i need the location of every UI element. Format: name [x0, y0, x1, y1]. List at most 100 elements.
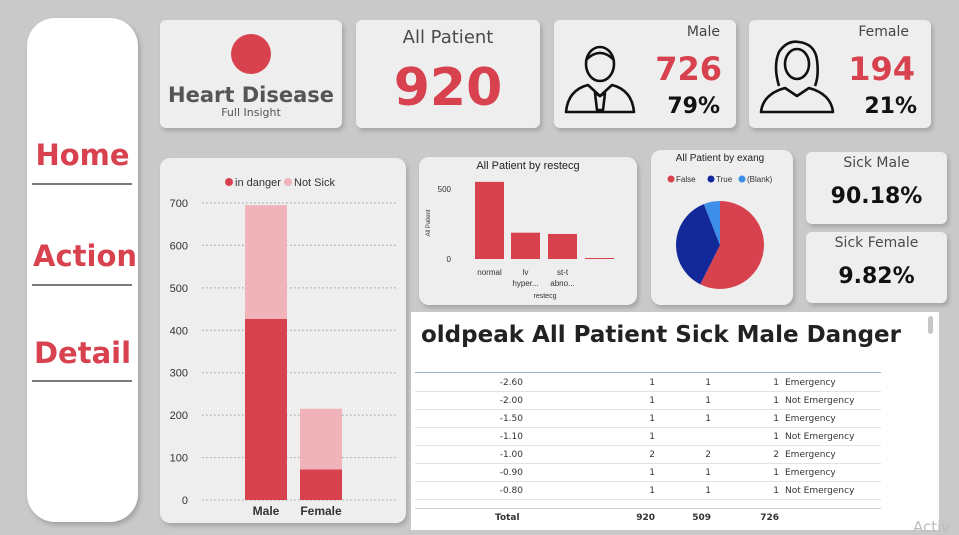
male-count: 726 [655, 50, 722, 88]
female-label: Female [858, 24, 909, 40]
table-row[interactable]: -2.00 1 1 1 Not Emergency [415, 392, 881, 410]
y-tick-label: 100 [170, 453, 188, 465]
table-cell: 1 [649, 432, 655, 442]
table-scrollbar[interactable] [928, 316, 933, 334]
y-tick-label: 500 [438, 185, 452, 194]
table-cell: Emergency [785, 450, 836, 460]
col-header-danger[interactable]: Danger [806, 322, 901, 348]
table-cell: 1 [705, 396, 711, 406]
x-tick-label: st-t [557, 268, 569, 277]
restecg-chart-card: All Patient by restecg All Patient 0 500 nor… [419, 157, 637, 305]
legend-swatch [667, 175, 675, 183]
heart-logo-icon [231, 34, 271, 74]
all-patient-value: 920 [393, 58, 503, 118]
table-cell: Not Emergency [785, 432, 855, 442]
table-cell: Emergency [785, 378, 836, 388]
sick-male-card: Sick Male 90.18% [806, 152, 947, 224]
legend-in-danger-swatch [225, 178, 233, 186]
x-axis-label: restecg [534, 293, 557, 300]
nav-action[interactable]: Action [33, 239, 138, 273]
legend-swatch [738, 175, 746, 183]
exang-pie-svg: All Patient by exang False True (Blank) [667, 153, 773, 289]
nav-detail[interactable]: Detail [33, 336, 132, 370]
bar-female-in-danger [300, 469, 342, 500]
male-percent: 79% [667, 94, 720, 119]
restecg-bar [475, 181, 504, 259]
y-tick-label: 500 [170, 283, 188, 295]
table-row[interactable]: -0.80 1 1 1 Not Emergency [415, 482, 881, 500]
col-header-all-patient[interactable]: All Patient [532, 322, 668, 348]
all-patient-card: All Patient 920 [356, 20, 540, 128]
table-total-row: Total 920 509 726 [415, 508, 881, 526]
y-tick-label: 300 [170, 368, 188, 380]
exang-chart-card: All Patient by exang False True (Blank) [651, 150, 793, 305]
table-cell: 1 [773, 414, 779, 424]
y-tick-label: 400 [170, 325, 188, 337]
female-percent: 21% [864, 94, 917, 119]
table-row[interactable]: -2.60 1 1 1 Emergency [415, 374, 881, 392]
bar-male-not-sick [245, 205, 287, 319]
table-cell: 1 [705, 378, 711, 388]
table-cell: -1.10 [499, 432, 523, 442]
x-tick-label: hyper... [512, 279, 538, 288]
chart-title: All Patient by restecg [476, 160, 579, 172]
y-axis-label: All Patient [426, 209, 432, 236]
restecg-bar-svg: All Patient by restecg All Patient 0 500 nor… [426, 160, 614, 300]
table-row[interactable]: -1.00 2 2 2 Emergency [415, 446, 881, 464]
col-header-oldpeak[interactable]: oldpeak [421, 322, 525, 348]
total-male: 726 [760, 513, 779, 523]
table-cell: -2.00 [499, 396, 523, 406]
table-row[interactable]: -1.10 1 1 Not Emergency [415, 428, 881, 446]
total-label: Total [495, 513, 520, 523]
table-cell: 2 [705, 450, 711, 460]
y-tick-label: 700 [170, 198, 188, 210]
table-cell: 1 [773, 486, 779, 496]
table-cell: 1 [773, 432, 779, 442]
female-person-icon [759, 40, 835, 114]
col-header-sick[interactable]: Sick [675, 322, 729, 348]
sick-male-value: 90.18% [830, 184, 923, 209]
table-cell: 1 [773, 378, 779, 388]
table-cell: -0.80 [499, 486, 523, 496]
legend-in-danger-label: in danger [235, 177, 281, 189]
sick-female-value: 9.82% [838, 264, 915, 289]
male-person-icon [564, 45, 636, 114]
restecg-bar [511, 232, 540, 259]
table-row[interactable]: -0.90 1 1 1 Emergency [415, 464, 881, 482]
sick-male-label: Sick Male [843, 155, 910, 171]
table-row[interactable]: -1.50 1 1 1 Emergency [415, 410, 881, 428]
x-tick-label: Female [300, 504, 342, 518]
table-cell: Emergency [785, 414, 836, 424]
legend-label: True [716, 175, 733, 184]
nav-divider [32, 380, 132, 382]
col-header-male[interactable]: Male [736, 322, 799, 348]
table-cell: 2 [649, 450, 655, 460]
header-divider [415, 372, 881, 373]
table-cell: 1 [773, 396, 779, 406]
nav-divider [32, 183, 132, 185]
table-cell: 1 [649, 486, 655, 496]
table-cell: Not Emergency [785, 396, 855, 406]
table-cell: 1 [705, 486, 711, 496]
legend-swatch [707, 175, 715, 183]
sickness-by-gender-chart: in danger Not Sick 0 100 200 300 400 500 600 700 M… [160, 158, 406, 523]
sick-female-card: Sick Female 9.82% [806, 232, 947, 303]
table-cell: 1 [649, 414, 655, 424]
pie-slice-blank [703, 201, 720, 245]
table-cell: 1 [705, 468, 711, 478]
x-tick-label: abno... [550, 279, 574, 288]
table-cell: -1.00 [499, 450, 523, 460]
sick-female-label: Sick Female [834, 235, 919, 251]
legend-not-sick-label: Not Sick [294, 177, 335, 189]
y-tick-label: 200 [170, 410, 188, 422]
bar-female-not-sick [300, 408, 342, 470]
nav-home[interactable]: Home [35, 138, 130, 172]
activation-watermark: Activ [913, 518, 951, 535]
x-tick-label: normal [477, 268, 502, 277]
table-cell: Not Emergency [785, 486, 855, 496]
table-cell: 1 [649, 378, 655, 388]
y-tick-label: 0 [182, 495, 188, 507]
male-card: Male 726 79% [554, 20, 736, 128]
total-all-patient: 920 [636, 513, 655, 523]
y-tick-label: 0 [447, 255, 452, 264]
